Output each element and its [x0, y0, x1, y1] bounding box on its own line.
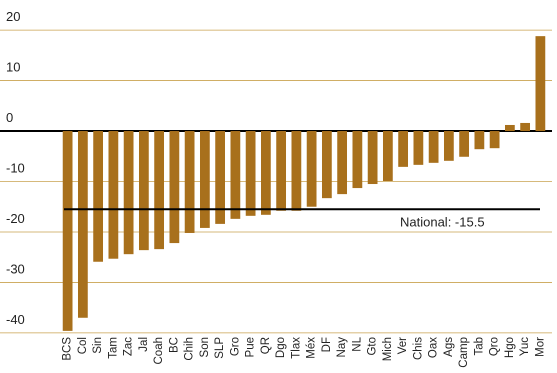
x-tick-label: Mich	[382, 337, 394, 361]
bar	[62, 131, 73, 331]
bar	[443, 131, 454, 161]
x-tick-label: Tam	[107, 337, 119, 359]
bar	[520, 122, 531, 132]
bar	[504, 124, 515, 132]
x-tick-label: QR	[260, 337, 272, 354]
bar	[276, 131, 287, 211]
x-tick-label: Tlax	[290, 337, 302, 359]
x-tick-label: Son	[199, 337, 211, 357]
bar	[77, 131, 88, 318]
x-tick-label: Coah	[153, 337, 165, 365]
bar	[321, 131, 332, 199]
bar	[306, 131, 317, 207]
x-tick-label: NL	[351, 336, 363, 351]
x-tick-label: Sin	[92, 337, 104, 354]
bar	[398, 131, 409, 167]
x-tick-label: Hgo	[504, 337, 516, 358]
bar	[154, 131, 165, 250]
x-tick-label: BC	[168, 337, 180, 353]
bar	[382, 131, 393, 181]
bar	[413, 131, 424, 165]
x-tick-label: Pue	[245, 337, 257, 357]
bar	[108, 131, 119, 259]
bar	[428, 131, 439, 163]
x-tick-label: Méx	[306, 337, 318, 359]
bar	[291, 131, 302, 211]
x-tick-label: Camp	[458, 337, 470, 368]
bar	[474, 131, 485, 150]
x-tick-label: BCS	[62, 337, 74, 361]
x-tick-label: Jal	[138, 337, 150, 352]
bar	[260, 131, 271, 215]
bar	[138, 131, 149, 251]
bar	[459, 131, 470, 157]
x-tick-label: Oax	[428, 337, 440, 358]
x-tick-label: Gto	[367, 337, 379, 356]
bar	[199, 131, 210, 228]
y-tick-label: -30	[6, 261, 25, 276]
y-tick-label: 10	[6, 60, 20, 75]
x-tick-label: Chis	[412, 337, 424, 360]
bar	[245, 131, 256, 216]
x-tick-label: Nay	[336, 337, 348, 358]
y-tick-label: 0	[6, 110, 13, 125]
x-tick-label: Gro	[229, 337, 241, 356]
x-tick-label: Dgo	[275, 337, 287, 358]
x-tick-label: DF	[321, 337, 333, 352]
x-tick-label: Qro	[489, 337, 501, 356]
x-tick-label: SLP	[214, 337, 226, 359]
y-tick-label: -40	[6, 312, 25, 327]
x-tick-label: Yuc	[519, 337, 531, 356]
bar	[489, 131, 500, 149]
bar	[123, 131, 134, 255]
bar	[535, 36, 546, 132]
x-tick-label: Ver	[397, 337, 409, 354]
bar	[93, 131, 104, 262]
x-tick-label: Zac	[123, 337, 135, 356]
bar	[215, 131, 226, 224]
bar	[337, 131, 348, 195]
y-tick-label: -10	[6, 161, 25, 176]
y-tick-label: -20	[6, 211, 25, 226]
bar	[230, 131, 241, 219]
x-tick-label: Tab	[473, 337, 485, 356]
x-tick-label: Chih	[184, 337, 196, 361]
x-tick-label: Ags	[443, 337, 455, 357]
reference-label: National: -15.5	[400, 214, 485, 229]
bar	[367, 131, 378, 185]
bar	[169, 131, 180, 244]
x-tick-label: Mor	[534, 337, 546, 357]
bar	[352, 131, 363, 189]
bar	[184, 131, 195, 233]
x-tick-label: Col	[77, 337, 89, 354]
y-tick-label: 20	[6, 9, 20, 24]
